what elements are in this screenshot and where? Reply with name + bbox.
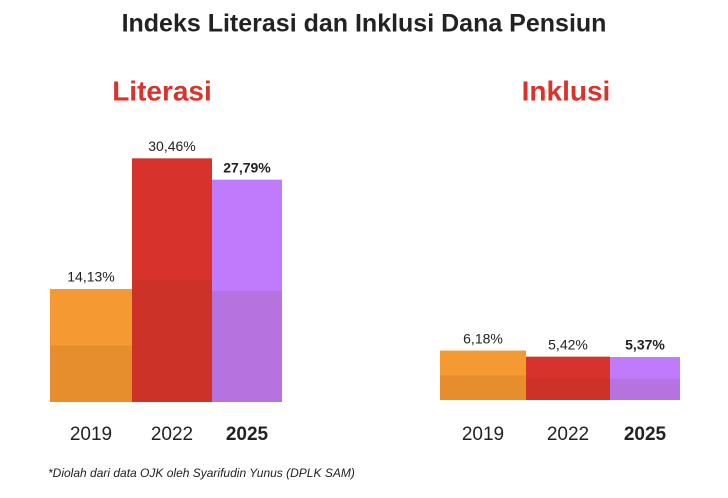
value-label: 30,46%	[148, 138, 195, 154]
subchart-title: Literasi	[112, 75, 212, 106]
bar	[440, 350, 526, 400]
x-tick-label: 2019	[462, 424, 504, 445]
x-tick-label: 2022	[151, 424, 193, 445]
value-label: 14,13%	[67, 269, 114, 285]
source-note: *Diolah dari data OJK oleh Syarifudin Yu…	[48, 466, 355, 480]
value-label: 5,42%	[548, 336, 588, 352]
bar	[212, 179, 282, 402]
bar	[132, 158, 212, 402]
x-tick-label: 2022	[547, 424, 589, 445]
bar	[526, 356, 610, 400]
bar-shade	[440, 375, 526, 400]
bar-shade	[526, 378, 610, 400]
value-label: 5,37%	[625, 337, 665, 353]
value-label: 6,18%	[463, 330, 503, 346]
subchart-title: Inklusi	[522, 75, 611, 106]
x-tick-label: 2019	[70, 424, 112, 445]
bar-shade	[132, 280, 212, 402]
bar-shade	[212, 290, 282, 402]
x-tick-label: 2025	[226, 424, 269, 445]
bar-shade	[50, 345, 132, 402]
bar-shade	[610, 378, 680, 400]
value-label: 27,79%	[223, 159, 271, 175]
bar	[610, 357, 680, 400]
page-title: Indeks Literasi dan Inklusi Dana Pensiun	[122, 10, 607, 38]
x-tick-label: 2025	[624, 424, 667, 445]
bar	[50, 288, 132, 402]
